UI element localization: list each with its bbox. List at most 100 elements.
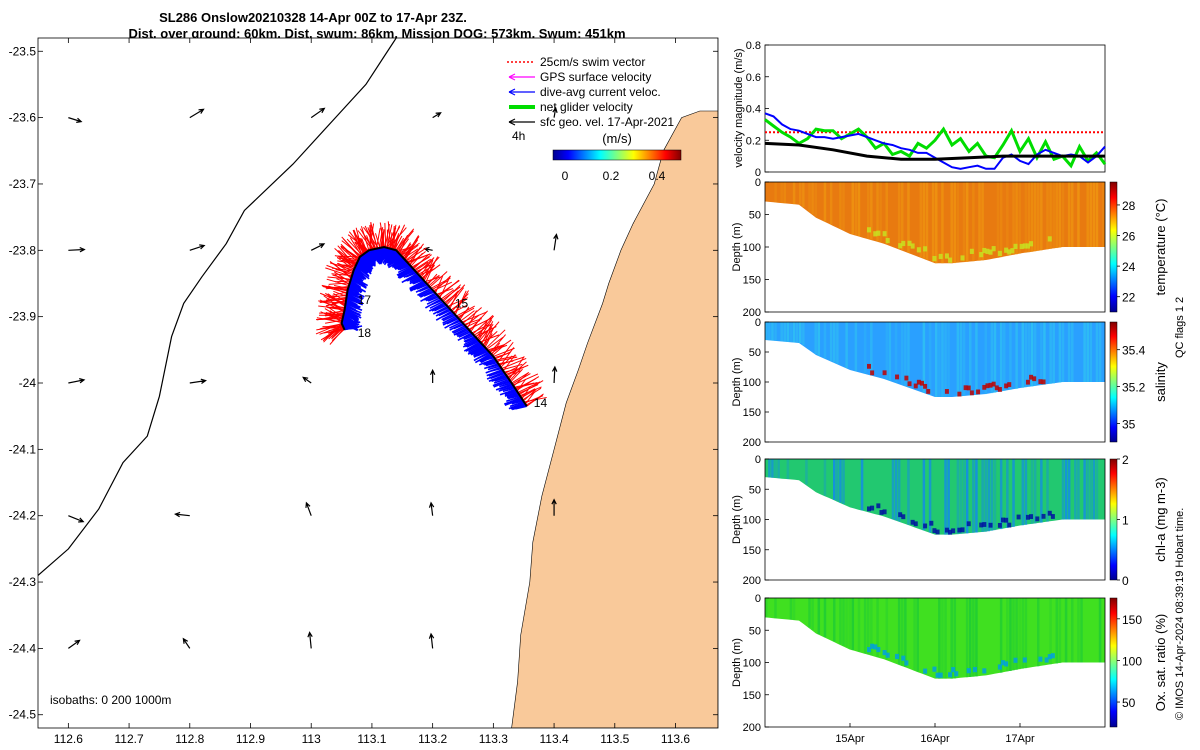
section-profile-streak <box>1089 182 1093 247</box>
section-profile-streak <box>907 182 910 253</box>
section-profile-streak <box>950 598 953 679</box>
section-profile-streak <box>922 459 926 531</box>
current-vector <box>346 297 364 306</box>
swim-vector <box>408 251 426 265</box>
swim-vector <box>468 317 492 330</box>
section-profile-streak <box>870 322 873 376</box>
section-profile-streak <box>1067 182 1071 247</box>
section-bottom-patch <box>901 655 906 661</box>
section-bottom-patch <box>1041 379 1046 385</box>
swim-vector <box>422 264 435 280</box>
legend-swim-label: 25cm/s swim vector <box>540 55 645 69</box>
section-bottom-patch <box>913 521 918 527</box>
geo-vector-arrow <box>429 368 436 383</box>
swim-vector <box>328 285 348 295</box>
section-bottom-patch <box>895 653 900 660</box>
current-vector <box>412 279 424 285</box>
section-profile-streak <box>919 182 923 258</box>
section-profile-streak <box>950 182 953 264</box>
map-legend: 25cm/s swim vector GPS surface velocity … <box>507 55 682 183</box>
current-vector <box>463 337 478 346</box>
section-profile-streak <box>1064 598 1068 663</box>
depth-tick-label: 50 <box>749 625 761 637</box>
section-profile-streak <box>894 322 898 383</box>
depth-axis-label: Depth (m) <box>731 495 743 544</box>
section-profile-streak <box>1012 598 1015 671</box>
day-label: 14 <box>534 396 548 410</box>
swim-vector <box>384 223 390 248</box>
swim-vector <box>450 299 466 311</box>
section-bottom-patch <box>997 250 1002 257</box>
current-vector <box>345 300 361 308</box>
swim-vector <box>360 226 370 251</box>
current-vector <box>358 257 374 270</box>
section-profile-streak <box>1043 322 1046 385</box>
current-vector <box>347 291 364 300</box>
swim-vector <box>396 230 414 252</box>
section-profile-streak <box>774 322 777 341</box>
geo-vector-arrow <box>182 637 191 649</box>
current-vector <box>464 336 477 343</box>
swim-vector <box>456 305 475 317</box>
section-profile-streak <box>833 459 836 500</box>
section-profile-streak <box>897 459 901 522</box>
section-profile-streak <box>842 459 845 504</box>
current-vector <box>511 400 524 405</box>
current-vector <box>463 341 481 352</box>
speed-colorbar-tick: 0 <box>562 169 569 183</box>
legend-interval-label: 4h <box>512 129 525 143</box>
section-profile-streak <box>870 182 873 240</box>
current-vector <box>463 335 476 343</box>
current-vector <box>444 318 461 329</box>
colorbar-tick-label: 24 <box>1122 260 1136 274</box>
section-profile-streak <box>1015 182 1018 255</box>
current-vector <box>453 327 468 336</box>
section-profile-streak <box>885 322 889 380</box>
section-bottom-patch <box>923 668 928 674</box>
current-vector <box>436 306 449 314</box>
section-bottom-patch <box>1001 660 1006 666</box>
section-panel-chl-a: 0 50 100 150 200 Depth (m) 0 1 2 chl-a (mg m-3) <box>731 453 1168 588</box>
section-profile-streak <box>969 598 972 678</box>
section-bottom-patch <box>1044 657 1049 663</box>
velocity-y-ticks: 0 0.2 0.4 0.6 0.8 <box>746 40 769 179</box>
section-profile-streak <box>972 598 975 677</box>
velocity-series-line <box>764 141 1105 161</box>
section-bottom-patch <box>923 246 928 252</box>
swim-vector <box>369 223 375 251</box>
section-profile-streak <box>1024 459 1028 525</box>
section-bottom-patch <box>985 248 990 254</box>
current-vectors <box>341 246 527 411</box>
swim-vector <box>431 280 449 290</box>
section-bottom-patch <box>870 643 875 649</box>
section-profile-streak <box>814 322 817 354</box>
section-profile-streak <box>774 182 777 203</box>
section-profile-streak <box>1012 182 1015 255</box>
section-profile-streak <box>857 182 861 237</box>
geo-vector-arrow <box>552 106 558 118</box>
section-bottom-patch <box>948 529 953 535</box>
section-bottom-patch <box>1007 249 1012 255</box>
section-profile-streak <box>1040 322 1043 386</box>
section-profile-streak <box>867 182 870 239</box>
swim-vector <box>333 293 347 303</box>
section-profile-streak <box>1077 459 1080 520</box>
section-bottom-patch <box>957 527 962 533</box>
arrow-icon <box>508 73 516 81</box>
section-profile-streak <box>1015 598 1018 670</box>
section-profile-streak <box>1086 459 1089 520</box>
section-bottom-patch <box>901 514 906 520</box>
section-bottom-patch <box>882 231 887 237</box>
current-vector <box>506 395 521 403</box>
coastline-land <box>511 38 718 728</box>
section-bottom-patch <box>966 385 971 391</box>
section-bottom-patch <box>966 668 971 674</box>
swim-vector <box>385 227 397 248</box>
current-vector <box>473 351 490 362</box>
section-bottom-patch <box>963 385 968 391</box>
section-profile-streak <box>1015 322 1018 389</box>
section-profile-streak <box>1040 182 1043 251</box>
velocity-panel: 0 0.2 0.4 0.6 0.8 velocity magnitude (m/s) <box>733 40 1107 179</box>
section-bottom-patch <box>994 385 999 391</box>
current-vector <box>470 346 486 356</box>
